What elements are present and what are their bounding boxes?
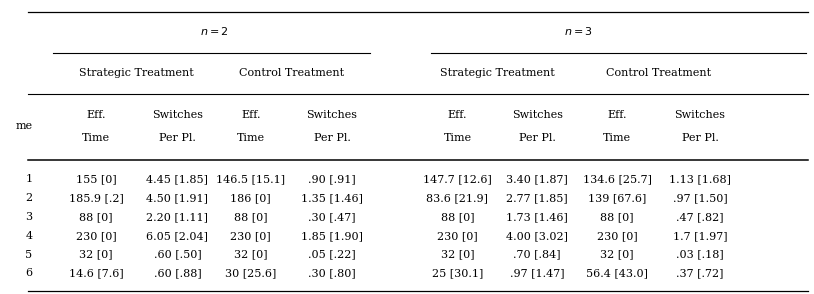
Text: Switches: Switches <box>307 110 357 120</box>
Text: Control Treatment: Control Treatment <box>239 68 344 78</box>
Text: Eff.: Eff. <box>86 110 106 120</box>
Text: 230 [0]: 230 [0] <box>437 231 478 241</box>
Text: .05 [.22]: .05 [.22] <box>309 250 356 260</box>
Text: .30 [.47]: .30 [.47] <box>309 212 356 222</box>
Text: 1.7 [1.97]: 1.7 [1.97] <box>672 231 728 241</box>
Text: 3.40 [1.87]: 3.40 [1.87] <box>506 174 568 184</box>
Text: Switches: Switches <box>152 110 203 120</box>
Text: 134.6 [25.7]: 134.6 [25.7] <box>583 174 651 184</box>
Text: 230 [0]: 230 [0] <box>230 231 271 241</box>
Text: 1.35 [1.46]: 1.35 [1.46] <box>301 193 363 203</box>
Text: 32 [0]: 32 [0] <box>79 250 113 260</box>
Text: 3: 3 <box>25 212 33 222</box>
Text: 146.5 [15.1]: 146.5 [15.1] <box>217 174 285 184</box>
Text: 32 [0]: 32 [0] <box>600 250 634 260</box>
Text: Time: Time <box>82 133 110 143</box>
Text: 25 [30.1]: 25 [30.1] <box>431 268 484 278</box>
Text: Control Treatment: Control Treatment <box>606 68 711 78</box>
Text: 4: 4 <box>25 231 33 241</box>
Text: Time: Time <box>603 133 631 143</box>
Text: 88 [0]: 88 [0] <box>234 212 268 222</box>
Text: .60 [.50]: .60 [.50] <box>154 250 201 260</box>
Text: 1.13 [1.68]: 1.13 [1.68] <box>669 174 731 184</box>
Text: 4.45 [1.85]: 4.45 [1.85] <box>147 174 208 184</box>
Text: 4.50 [1.91]: 4.50 [1.91] <box>147 193 208 203</box>
Text: 230 [0]: 230 [0] <box>597 231 637 241</box>
Text: .03 [.18]: .03 [.18] <box>676 250 724 260</box>
Text: Eff.: Eff. <box>607 110 627 120</box>
Text: 1.73 [1.46]: 1.73 [1.46] <box>506 212 568 222</box>
Text: .97 [1.47]: .97 [1.47] <box>510 268 565 278</box>
Text: $n = 3$: $n = 3$ <box>564 26 593 37</box>
Text: Per Pl.: Per Pl. <box>681 133 719 143</box>
Text: Time: Time <box>444 133 471 143</box>
Text: 83.6 [21.9]: 83.6 [21.9] <box>427 193 488 203</box>
Text: 5: 5 <box>25 250 33 260</box>
Text: Time: Time <box>237 133 265 143</box>
Text: .60 [.88]: .60 [.88] <box>154 268 201 278</box>
Text: .90 [.91]: .90 [.91] <box>309 174 356 184</box>
Text: 185.9 [.2]: 185.9 [.2] <box>68 193 124 203</box>
Text: 56.4 [43.0]: 56.4 [43.0] <box>586 268 648 278</box>
Text: 1.85 [1.90]: 1.85 [1.90] <box>301 231 363 241</box>
Text: Per Pl.: Per Pl. <box>313 133 351 143</box>
Text: 2.20 [1.11]: 2.20 [1.11] <box>147 212 208 222</box>
Text: Eff.: Eff. <box>241 110 260 120</box>
Text: 230 [0]: 230 [0] <box>76 231 116 241</box>
Text: Switches: Switches <box>675 110 725 120</box>
Text: 88 [0]: 88 [0] <box>79 212 113 222</box>
Text: Strategic Treatment: Strategic Treatment <box>440 68 554 78</box>
Text: Per Pl.: Per Pl. <box>519 133 556 143</box>
Text: 155 [0]: 155 [0] <box>76 174 116 184</box>
Text: Strategic Treatment: Strategic Treatment <box>80 68 194 78</box>
Text: 147.7 [12.6]: 147.7 [12.6] <box>423 174 492 184</box>
Text: $n = 2$: $n = 2$ <box>199 26 229 37</box>
Text: 30 [25.6]: 30 [25.6] <box>225 268 277 278</box>
Text: .70 [.84]: .70 [.84] <box>514 250 561 260</box>
Text: 4.00 [3.02]: 4.00 [3.02] <box>506 231 568 241</box>
Text: .97 [1.50]: .97 [1.50] <box>672 193 728 203</box>
Text: me: me <box>15 121 33 131</box>
Text: 6.05 [2.04]: 6.05 [2.04] <box>147 231 208 241</box>
Text: .37 [.72]: .37 [.72] <box>676 268 724 278</box>
Text: Eff.: Eff. <box>448 110 467 120</box>
Text: 139 [67.6]: 139 [67.6] <box>588 193 646 203</box>
Text: 1: 1 <box>25 174 33 184</box>
Text: Per Pl.: Per Pl. <box>159 133 196 143</box>
Text: 6: 6 <box>25 268 33 278</box>
Text: Switches: Switches <box>512 110 562 120</box>
Text: .30 [.80]: .30 [.80] <box>309 268 356 278</box>
Text: 2.77 [1.85]: 2.77 [1.85] <box>506 193 568 203</box>
Text: 186 [0]: 186 [0] <box>230 193 271 203</box>
Text: 88 [0]: 88 [0] <box>600 212 634 222</box>
Text: 32 [0]: 32 [0] <box>440 250 475 260</box>
Text: .47 [.82]: .47 [.82] <box>676 212 724 222</box>
Text: 88 [0]: 88 [0] <box>440 212 475 222</box>
Text: 14.6 [7.6]: 14.6 [7.6] <box>68 268 124 278</box>
Text: 2: 2 <box>25 193 33 203</box>
Text: 32 [0]: 32 [0] <box>234 250 268 260</box>
